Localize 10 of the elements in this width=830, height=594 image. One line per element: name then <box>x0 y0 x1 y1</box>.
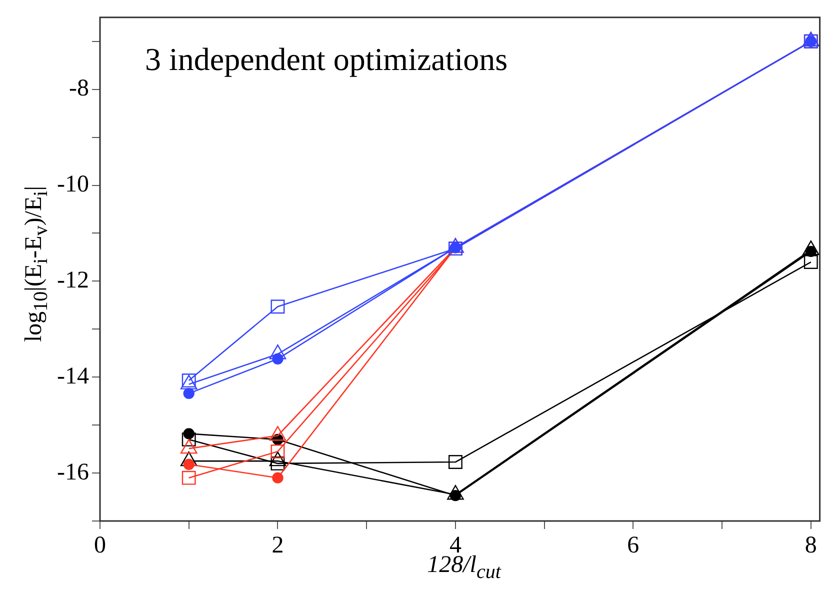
y-tick-label: -12 <box>57 267 89 294</box>
x-tick-label: 0 <box>94 532 106 559</box>
y-tick-label: -8 <box>69 76 89 102</box>
x-tick-label: 2 <box>272 532 284 559</box>
x-tick-label: 8 <box>804 532 817 559</box>
y-tick-label: -14 <box>57 363 89 390</box>
x-tick-label: 6 <box>627 532 640 559</box>
annotation: 3 independent optimizations <box>145 40 508 77</box>
y-tick-label: -10 <box>57 172 89 198</box>
y-tick-label: -16 <box>57 459 89 486</box>
